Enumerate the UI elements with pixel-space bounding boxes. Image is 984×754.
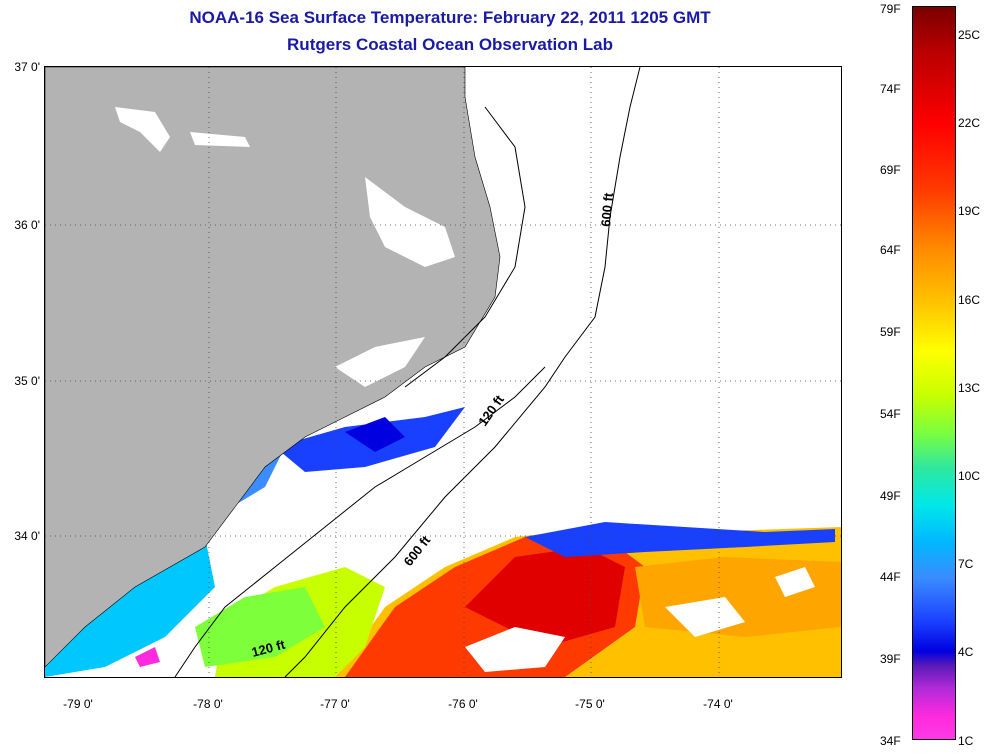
colorbar-f-label: 34F — [880, 734, 901, 748]
colorbar-f-label: 69F — [880, 163, 901, 177]
lat-label-36: 36 0' — [14, 218, 40, 232]
temperature-colorbar — [912, 6, 956, 740]
colorbar-c-label: 25C — [958, 28, 981, 42]
map-subtitle: Rutgers Coastal Ocean Observation Lab — [287, 35, 613, 54]
lon-label-78: -78 0' — [193, 697, 223, 711]
sst-map: 600 ft 120 ft 600 ft 120 ft — [44, 66, 842, 678]
lat-label-35: 35 0' — [14, 374, 40, 388]
colorbar-c-label: 19C — [958, 204, 981, 218]
contour-120ft — [174, 366, 546, 677]
contour-600ft — [284, 67, 641, 677]
colorbar-f-label: 54F — [880, 407, 901, 421]
lon-label-79: -79 0' — [63, 697, 93, 711]
lon-label-77: -77 0' — [320, 697, 350, 711]
lat-label-34: 34 0' — [14, 529, 40, 543]
colorbar-f-label: 59F — [880, 325, 901, 339]
lat-label-37: 37 0' — [14, 60, 40, 74]
lon-label-76: -76 0' — [448, 697, 478, 711]
colorbar-c-label: 4C — [958, 645, 974, 659]
map-title: NOAA-16 Sea Surface Temperature: Februar… — [189, 8, 711, 27]
colorbar-f-label: 79F — [880, 2, 901, 16]
contour-label-600-north: 600 ft — [598, 191, 616, 227]
colorbar-c-label: 22C — [958, 116, 981, 130]
contour-label-120-mid: 120 ft — [475, 392, 507, 429]
colorbar-c-label: 1C — [958, 734, 974, 748]
lon-label-74: -74 0' — [703, 697, 733, 711]
colorbar-c-label: 16C — [958, 293, 981, 307]
colorbar-c-label: 13C — [958, 381, 981, 395]
colorbar-f-label: 44F — [880, 570, 901, 584]
colorbar-f-label: 74F — [880, 82, 901, 96]
colorbar-c-label: 7C — [958, 557, 974, 571]
contour-label-600-south: 600 ft — [401, 532, 434, 569]
colorbar-f-label: 39F — [880, 652, 901, 666]
colorbar-c-label: 10C — [958, 469, 981, 483]
colorbar-f-label: 49F — [880, 489, 901, 503]
grid — [45, 67, 841, 677]
lon-label-75: -75 0' — [575, 697, 605, 711]
sst-map-canvas: 600 ft 120 ft 600 ft 120 ft — [45, 67, 841, 677]
colorbar-f-label: 64F — [880, 243, 901, 257]
